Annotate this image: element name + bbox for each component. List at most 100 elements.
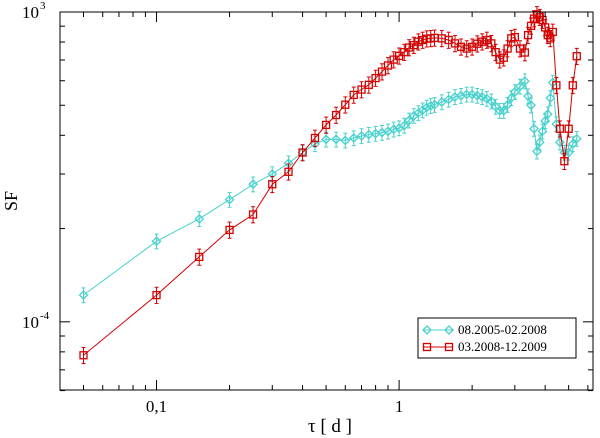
y-tick-exponent: 3 (40, 0, 46, 12)
series-2 (79, 6, 581, 365)
data-point (371, 73, 380, 83)
data-point (422, 342, 432, 352)
data-point (520, 48, 530, 57)
data-point (502, 99, 513, 110)
data-point (310, 133, 320, 143)
y-tick-base: 10 (22, 313, 39, 332)
data-point (331, 110, 341, 120)
data-point (554, 137, 565, 148)
data-point (509, 87, 520, 97)
data-point (422, 325, 432, 335)
data-point (340, 135, 351, 146)
data-point (537, 126, 548, 137)
data-point (151, 236, 162, 247)
data-point (341, 100, 350, 109)
data-point (503, 44, 512, 53)
data-point (560, 157, 569, 166)
data-point (225, 225, 234, 235)
data-point (515, 81, 525, 92)
data-point (526, 100, 536, 111)
data-point (400, 48, 409, 57)
data-point (519, 76, 530, 87)
data-point (494, 105, 505, 116)
data-point (421, 102, 432, 113)
data-point (321, 120, 331, 130)
data-point (224, 194, 235, 205)
data-point (248, 179, 258, 190)
data-point (331, 134, 342, 145)
data-point (444, 325, 454, 335)
data-point (268, 180, 277, 189)
data-point (364, 80, 373, 89)
data-point (532, 10, 542, 19)
data-point (542, 109, 553, 120)
data-point (568, 81, 577, 90)
legend-entry-1: 08.2005-02.2008 (422, 322, 547, 337)
legend-entry-2: 03.2008-12.2009 (422, 339, 547, 354)
data-point (349, 90, 358, 100)
x-axis-label: τ [ d ] (308, 416, 352, 437)
data-point (529, 123, 539, 134)
data-point (404, 43, 414, 52)
data-point (571, 133, 582, 144)
data-point (481, 93, 492, 104)
data-point (555, 124, 565, 133)
data-point (456, 42, 466, 51)
data-point (552, 81, 561, 90)
data-point (284, 167, 293, 176)
data-point (388, 124, 399, 135)
data-point (425, 100, 436, 111)
legend-box (417, 317, 577, 359)
data-point (248, 210, 258, 219)
data-point (414, 37, 423, 46)
data-point (499, 53, 508, 62)
data-point (534, 137, 545, 148)
y-axis-label: SF (1, 191, 21, 211)
data-point (152, 290, 161, 300)
data-point (478, 37, 487, 46)
data-point (399, 120, 410, 131)
data-point (321, 134, 331, 145)
y-axis: 10 -410 3 (22, 0, 593, 392)
data-point (78, 290, 89, 300)
data-point (473, 39, 482, 48)
y-tick-label: 10 3 (22, 0, 46, 22)
data-point (195, 252, 204, 262)
data-point (467, 89, 478, 100)
data-point (498, 105, 509, 116)
data-point (567, 139, 578, 149)
data-point (348, 133, 359, 143)
legend-label: 08.2005-02.2008 (458, 322, 547, 337)
data-point (404, 115, 415, 126)
data-point (377, 67, 387, 76)
data-point (417, 105, 428, 116)
data-point (572, 52, 581, 61)
data-point (298, 148, 307, 157)
data-point (545, 93, 556, 103)
data-point (477, 92, 488, 102)
data-point (535, 13, 544, 22)
x-tick-label: 0,1 (146, 397, 167, 416)
data-point (444, 342, 454, 352)
x-axis: 0,1 1 (83, 12, 589, 416)
data-point (310, 139, 320, 149)
legend: 08.2005-02.2008 03.2008-12.2009 (417, 317, 577, 359)
data-point (462, 44, 471, 53)
data-point (510, 32, 519, 42)
data-point (383, 61, 393, 70)
data-point (79, 351, 88, 360)
x-tick-label: 1 (395, 397, 404, 416)
data-point (548, 27, 557, 37)
y-tick-exponent: -4 (40, 310, 50, 322)
data-point (436, 97, 447, 107)
legend-label: 03.2008-12.2009 (458, 339, 547, 354)
y-tick-label: 10 -4 (22, 310, 50, 332)
plot-area (78, 6, 582, 365)
data-point (443, 94, 454, 105)
data-point (564, 124, 573, 133)
data-point (429, 99, 440, 110)
data-point (357, 85, 366, 94)
data-point (194, 213, 205, 224)
